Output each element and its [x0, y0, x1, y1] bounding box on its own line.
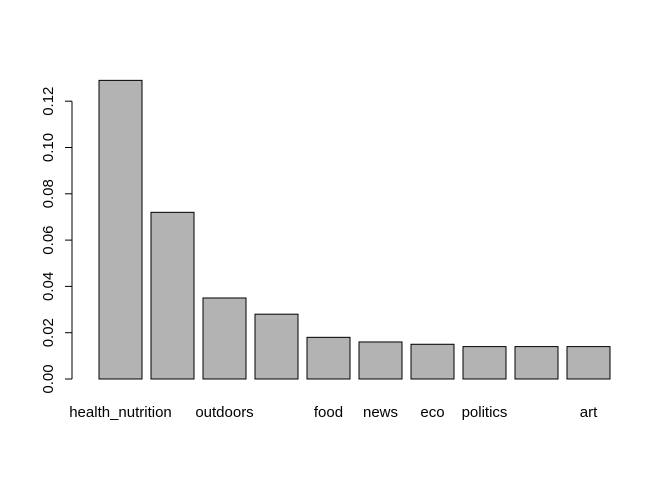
x-tick-label: news	[363, 404, 398, 421]
bar	[566, 346, 611, 380]
bar	[410, 343, 455, 380]
bars	[98, 79, 611, 380]
y-tick-label: 0.04	[40, 272, 57, 301]
x-tick-label: health_nutrition	[69, 404, 172, 421]
x-tick-label: art	[580, 404, 598, 421]
bar	[358, 341, 403, 380]
x-tick-label: food	[314, 404, 343, 421]
x-axis-labels: health_nutrition outdoors food news eco polit…	[69, 404, 598, 421]
bar	[306, 336, 351, 380]
x-tick-label: outdoors	[195, 404, 253, 421]
bar	[150, 211, 195, 380]
y-tick-label: 0.08	[40, 179, 57, 208]
bar	[98, 79, 143, 380]
bar	[254, 313, 299, 380]
y-tick-label: 0.06	[40, 225, 57, 254]
y-tick-label: 0.12	[40, 87, 57, 116]
bar	[514, 346, 559, 380]
y-tick-label: 0.10	[40, 133, 57, 162]
y-tick-label: 0.00	[40, 364, 57, 393]
bar	[202, 297, 247, 380]
y-tick-label: 0.02	[40, 318, 57, 347]
x-tick-label: politics	[462, 404, 508, 421]
x-tick-label: eco	[420, 404, 444, 421]
y-axis: 0.00 0.02 0.04 0.06 0.08 0.10 0.12	[40, 87, 73, 394]
bar	[462, 346, 507, 380]
